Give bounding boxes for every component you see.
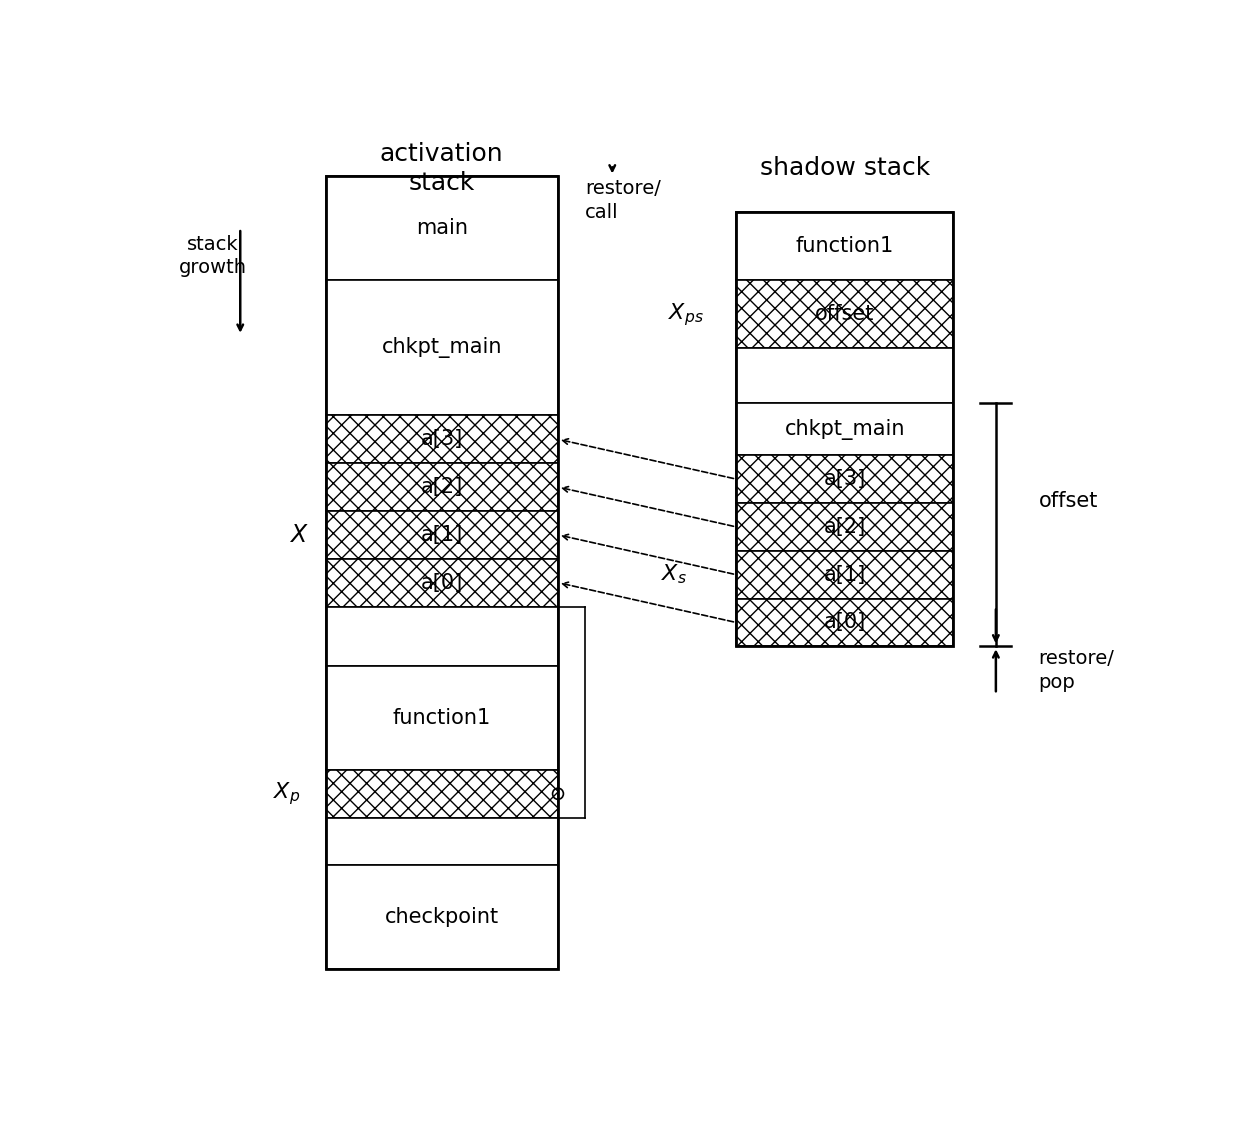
Text: offset: offset: [815, 304, 874, 324]
Bar: [325, 176, 558, 970]
Bar: [325, 176, 558, 280]
Text: a[2]: a[2]: [420, 477, 463, 497]
Bar: [737, 599, 954, 646]
Text: function1: function1: [393, 708, 491, 728]
Bar: [325, 865, 558, 970]
Text: a[3]: a[3]: [420, 429, 463, 450]
Bar: [325, 559, 558, 607]
Bar: [737, 348, 954, 404]
Bar: [737, 503, 954, 551]
Bar: [737, 455, 954, 503]
Text: a[0]: a[0]: [823, 612, 866, 633]
Text: chkpt_main: chkpt_main: [382, 337, 502, 358]
Bar: [325, 511, 558, 559]
Text: $X_{ps}$: $X_{ps}$: [668, 300, 704, 328]
Bar: [325, 415, 558, 463]
Text: stack
growth: stack growth: [179, 234, 247, 278]
Bar: [325, 280, 558, 415]
Text: a[1]: a[1]: [420, 525, 463, 545]
Bar: [737, 212, 954, 280]
Text: a[0]: a[0]: [420, 572, 463, 593]
Bar: [737, 213, 954, 646]
Text: main: main: [415, 218, 467, 238]
Text: $X_s$: $X_s$: [661, 563, 687, 586]
Text: a[1]: a[1]: [823, 564, 866, 585]
Text: function1: function1: [796, 236, 894, 256]
Text: shadow stack: shadow stack: [760, 156, 930, 181]
Text: X: X: [290, 522, 306, 547]
Bar: [325, 667, 558, 769]
Text: restore/
pop: restore/ pop: [1039, 649, 1115, 692]
Text: checkpoint: checkpoint: [384, 907, 498, 927]
Bar: [737, 551, 954, 599]
Bar: [737, 404, 954, 455]
Text: offset: offset: [1039, 490, 1097, 511]
Text: $X_p$: $X_p$: [273, 781, 300, 807]
Bar: [325, 817, 558, 865]
Text: activation
stack: activation stack: [379, 141, 503, 196]
Bar: [737, 280, 954, 348]
Text: a[3]: a[3]: [823, 469, 866, 489]
Text: restore/
call: restore/ call: [585, 179, 661, 222]
Text: a[2]: a[2]: [823, 517, 866, 537]
Bar: [325, 463, 558, 511]
Text: chkpt_main: chkpt_main: [785, 419, 905, 439]
Bar: [325, 607, 558, 667]
Bar: [325, 770, 558, 817]
